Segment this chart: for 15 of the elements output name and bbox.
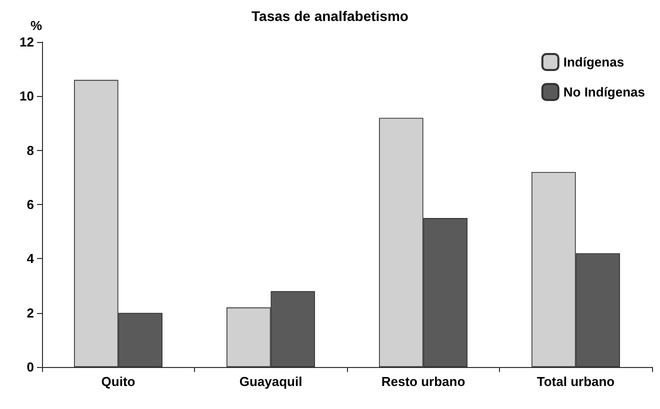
y-tick-label: 2 — [26, 305, 34, 320]
y-tick-label: 12 — [20, 34, 34, 50]
legend-label: Indígenas — [563, 54, 624, 70]
legend-label: No Indígenas — [563, 84, 646, 100]
y-tick-label: 4 — [26, 251, 35, 266]
x-tick-label: Guayaquil — [239, 374, 302, 389]
y-tick-label: 0 — [26, 360, 34, 374]
chart-title: Tasas de analfabetismo — [252, 8, 408, 24]
y-axis-title: % — [30, 18, 42, 33]
x-tick-label: Quito — [101, 374, 136, 389]
x-tick-label: Total urbano — [536, 374, 615, 389]
y-tick-label: 10 — [20, 88, 34, 104]
y-tick-label: 6 — [26, 197, 34, 212]
y-tick-label: 8 — [26, 142, 34, 158]
x-tick-label: Resto urbano — [381, 374, 466, 389]
